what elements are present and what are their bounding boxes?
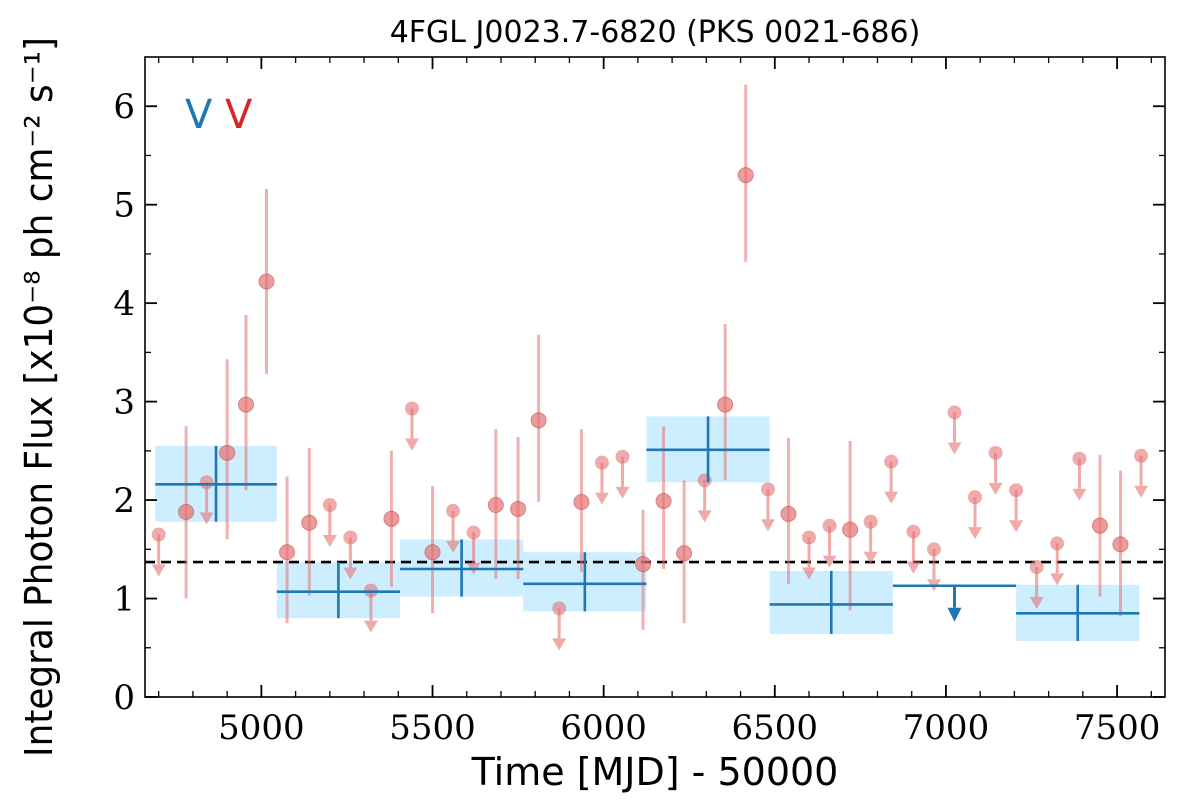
upper-limit-arrow-head <box>988 482 1003 495</box>
data-point <box>1091 517 1108 534</box>
x-tick-label: 7000 <box>903 708 990 748</box>
upper-limit-arrow-head <box>151 564 166 577</box>
upper-limit-point <box>446 503 461 518</box>
upper-limit-point <box>947 405 962 420</box>
data-point <box>573 494 590 511</box>
upper-limit-arrow-head <box>343 567 358 580</box>
upper-limit-arrow-head <box>697 510 712 523</box>
data-point <box>676 545 693 562</box>
upper-limit-point <box>802 530 817 545</box>
data-point <box>655 493 672 510</box>
upper-limit-arrow-head <box>802 567 817 580</box>
data-point <box>510 500 527 517</box>
upper-limit-arrow-head <box>863 551 878 564</box>
upper-limit-point <box>1134 448 1149 463</box>
upper-limit-arrow-head <box>1072 488 1087 501</box>
upper-limit-arrow-head <box>1029 597 1044 610</box>
upper-limit-point <box>466 525 481 540</box>
x-tick-label: 6500 <box>732 708 819 748</box>
upper-limit-arrow-head <box>947 442 962 455</box>
y-tick-label: 0 <box>113 678 135 718</box>
upper-limit-arrow-head <box>552 638 567 651</box>
upper-limit-arrow-head <box>594 492 609 505</box>
data-point <box>780 505 797 522</box>
data-point <box>178 503 195 520</box>
upper-limit-arrow-head <box>906 561 921 574</box>
legend-glyph: V <box>185 92 213 138</box>
plot-frame <box>144 56 1166 698</box>
upper-limit-point <box>884 454 899 469</box>
data-point <box>258 273 275 290</box>
coarse-upper-limit-arrow <box>947 585 962 622</box>
data-point <box>279 544 296 561</box>
data-point <box>219 444 236 461</box>
data-point <box>717 396 734 413</box>
upper-limit-arrow-head <box>1134 485 1149 498</box>
data-point <box>842 521 859 538</box>
upper-limit-arrow-head <box>363 620 378 633</box>
upper-limit-point <box>1009 483 1024 498</box>
upper-limit-point <box>760 482 775 497</box>
x-tick-label: 5500 <box>389 708 476 748</box>
data-point <box>1112 536 1129 553</box>
upper-limit-point <box>615 449 630 464</box>
data-point <box>237 396 254 413</box>
upper-limit-arrow-head <box>446 540 461 553</box>
upper-limit-point <box>1029 560 1044 575</box>
x-tick-label: 5000 <box>218 708 305 748</box>
data-point <box>737 167 754 184</box>
upper-limit-point <box>863 514 878 529</box>
upper-limit-arrow-head <box>760 519 775 532</box>
upper-limit-arrow-head <box>322 535 337 547</box>
x-tick-label: 7500 <box>1074 708 1161 748</box>
upper-limit-point <box>343 530 358 545</box>
chart-title: 4FGL J0023.7-6820 (PKS 0021-686) <box>390 15 921 50</box>
upper-limit-point <box>151 527 166 542</box>
x-axis-title: Time [MJD] - 50000 <box>471 750 839 794</box>
legend-glyph: V <box>225 92 253 138</box>
upper-limit-arrow-head <box>822 555 837 568</box>
upper-limit-point <box>697 473 712 488</box>
upper-limit-point <box>322 498 337 512</box>
coarse-upper-limit-arrow-head <box>947 607 962 622</box>
upper-limit-point <box>1072 451 1087 466</box>
y-tick-label: 4 <box>113 284 135 324</box>
upper-limit-point <box>968 490 983 505</box>
data-point <box>301 514 318 531</box>
upper-limit-point <box>552 601 567 616</box>
upper-limit-point <box>199 475 214 490</box>
y-tick-label: 3 <box>113 383 135 423</box>
data-point <box>383 510 400 527</box>
data-point <box>530 412 547 429</box>
x-tick-label: 6000 <box>560 708 647 748</box>
upper-limit-point <box>1050 536 1065 551</box>
upper-limit-point <box>906 524 921 539</box>
upper-limit-arrow-head <box>1050 573 1065 586</box>
y-tick-label: 6 <box>113 87 135 127</box>
data-point <box>487 497 504 513</box>
upper-limit-arrow-head <box>404 438 419 451</box>
upper-limit-point <box>404 401 419 416</box>
y-tick-label: 2 <box>113 481 135 521</box>
y-tick-label: 5 <box>113 186 135 226</box>
upper-limit-arrow-head <box>884 491 899 504</box>
data-point <box>635 556 652 573</box>
upper-limit-point <box>988 445 1003 460</box>
upper-limit-arrow-head <box>1009 520 1024 533</box>
data-point <box>424 544 441 561</box>
upper-limit-arrow-head <box>968 527 983 540</box>
upper-limit-point <box>822 518 837 533</box>
upper-limit-point <box>594 455 609 470</box>
upper-limit-arrow-head <box>199 512 214 525</box>
y-axis-title: Integral Photon Flux [x10⁻⁸ ph cm⁻² s⁻¹] <box>17 37 61 757</box>
upper-limit-point <box>926 542 941 557</box>
upper-limit-arrow-head <box>615 486 630 499</box>
y-tick-label: 1 <box>113 580 135 620</box>
